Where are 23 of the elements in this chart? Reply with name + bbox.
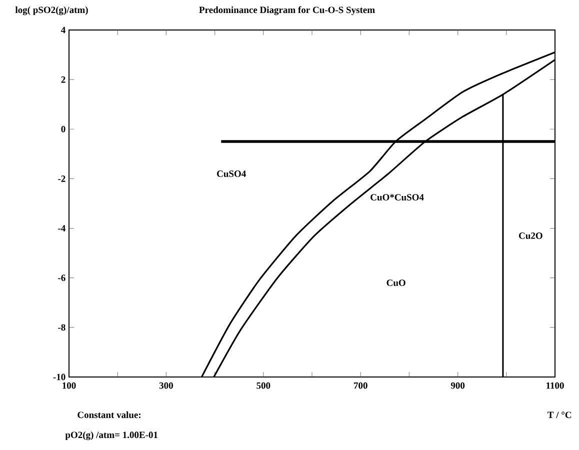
annotation: CuSO4 [217, 170, 246, 177]
text: pO2(g) /atm= 1.00E-01 [65, 431, 158, 440]
x-tick-label: 700 [354, 382, 368, 389]
y-tick-label: -8 [58, 324, 66, 331]
text: Constant value: [78, 411, 140, 418]
y-tick-label: 0 [61, 126, 66, 132]
annotation: CuO [386, 280, 406, 286]
y-tick-label: -4 [58, 225, 66, 232]
x-tick-label: 500 [256, 382, 270, 389]
x-tick-label: 1100 [546, 382, 564, 389]
annotation: Cu2O [519, 232, 542, 239]
y-axis-title: log( pSO2(g)/atm) [15, 6, 88, 16]
x-tick-label: 900 [450, 382, 465, 389]
y-tick-label: -2 [58, 176, 66, 182]
chart-title: Predominance Diagram for Cu-O-S System [199, 6, 375, 16]
annotation: CuO*CuSO4 [370, 194, 424, 200]
y-tick-label: 4 [61, 26, 66, 34]
y-tick-label: -6 [58, 274, 66, 282]
x-tick-label: 100 [62, 382, 76, 389]
y-tick-label: 2 [61, 76, 66, 83]
x-tick-label: 300 [159, 382, 173, 389]
x-axis-title: T / °C [548, 412, 572, 418]
y-tick-label: -10 [53, 374, 66, 380]
